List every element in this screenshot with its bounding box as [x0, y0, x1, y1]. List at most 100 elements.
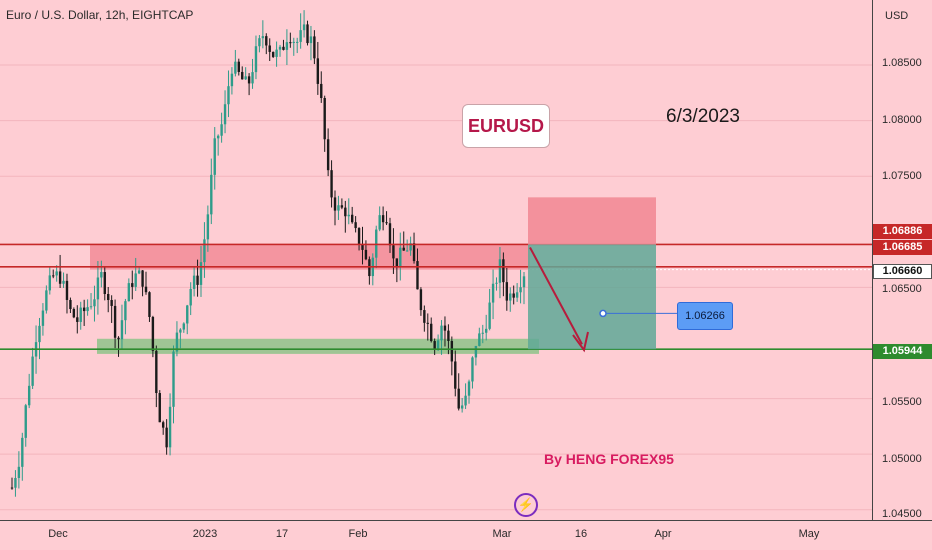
candle-body — [467, 381, 471, 396]
projection-arrow — [529, 247, 583, 345]
candle-body — [337, 205, 340, 211]
candle-body — [512, 293, 515, 298]
candle-body — [48, 275, 51, 291]
candle-body — [330, 170, 333, 198]
candle-body — [10, 487, 14, 489]
candle-body — [247, 76, 251, 84]
price-tag-current: 1.06660 — [873, 264, 932, 279]
candle-body — [244, 76, 247, 80]
candle-body — [478, 333, 481, 346]
candle-body — [265, 36, 268, 46]
price-tag-upper-resistance: 1.06886 — [873, 224, 932, 239]
candle-body — [375, 229, 378, 258]
candle-body — [350, 214, 354, 223]
candle-body — [141, 270, 144, 287]
candle-body — [134, 273, 137, 287]
candle-body — [237, 61, 240, 72]
candle-body — [55, 271, 58, 276]
candle-body — [333, 197, 337, 211]
candle-body — [509, 293, 512, 301]
price-tag-support: 1.05944 — [873, 344, 932, 359]
candle-body — [220, 124, 223, 136]
y-tick-label: 1.04500 — [882, 508, 922, 520]
x-tick-label: Mar — [492, 528, 512, 540]
candle-body — [450, 340, 454, 362]
candle-body — [419, 289, 423, 311]
candle-body — [161, 422, 165, 428]
candle-body — [454, 361, 457, 389]
candle-body — [52, 275, 55, 277]
x-tick-label: 17 — [275, 528, 289, 540]
candle-body — [216, 135, 220, 139]
candle-body — [27, 385, 31, 406]
candle-body — [258, 38, 261, 47]
candle-body — [313, 36, 316, 59]
y-tick-label: 1.07500 — [882, 170, 922, 182]
candle-body — [357, 228, 361, 245]
candle-body — [323, 98, 326, 140]
candle-body — [69, 299, 72, 310]
candle-body — [14, 477, 17, 488]
stop-loss-zone — [528, 197, 656, 245]
candle-body — [443, 325, 447, 331]
candle-body — [72, 309, 76, 318]
candle-body — [203, 239, 206, 263]
candle-body — [148, 292, 151, 317]
candle-body — [38, 325, 41, 343]
candle-body — [505, 282, 509, 301]
candle-body — [58, 271, 62, 284]
candle-body — [199, 262, 203, 285]
target-price-tag[interactable]: 1.06266 — [677, 302, 733, 330]
candle-body — [430, 323, 433, 342]
candle-body — [213, 138, 216, 175]
candle-body — [206, 214, 210, 240]
currency-label: USD — [885, 10, 909, 22]
lightning-icon[interactable]: ⚡ — [514, 493, 538, 517]
candle-body — [306, 24, 309, 44]
candle-body — [474, 345, 478, 358]
candle-body — [155, 350, 158, 394]
candle-body — [399, 247, 402, 268]
candle-body — [62, 280, 65, 284]
candle-body — [381, 215, 385, 223]
candle-body — [498, 259, 502, 283]
candle-body — [320, 83, 323, 99]
candle-body — [519, 287, 522, 293]
x-tick-label: 16 — [574, 528, 588, 540]
candle-body — [117, 337, 120, 340]
x-tick-label: Apr — [654, 528, 672, 540]
y-tick-label: 1.08000 — [882, 114, 922, 126]
candle-body — [292, 41, 295, 43]
candle-body — [416, 261, 419, 290]
candle-body — [179, 329, 182, 333]
candle-body — [137, 270, 141, 274]
candle-body — [364, 249, 368, 260]
candle-body — [368, 259, 371, 277]
candle-body — [86, 307, 89, 312]
candle-body — [412, 243, 416, 262]
candle-body — [210, 174, 213, 215]
candle-body — [131, 283, 134, 287]
candle-body — [296, 41, 299, 43]
candle-body — [491, 283, 495, 303]
candle-body — [409, 243, 412, 251]
candle-body — [447, 330, 450, 341]
candle-body — [251, 72, 254, 84]
candle-body — [481, 332, 484, 334]
candle-body — [192, 275, 196, 289]
candle-body — [124, 301, 127, 321]
candle-body — [347, 214, 350, 217]
candle-body — [158, 393, 161, 423]
candle-body — [395, 258, 399, 268]
candle-body — [45, 290, 48, 311]
y-tick-label: 1.05000 — [882, 453, 922, 465]
candle-body — [41, 310, 45, 326]
candle-body — [436, 340, 440, 350]
candle-body — [464, 395, 467, 406]
candle-body — [227, 86, 230, 105]
candle-body — [165, 427, 168, 448]
candle-body — [515, 292, 519, 298]
candle-body — [275, 49, 278, 57]
